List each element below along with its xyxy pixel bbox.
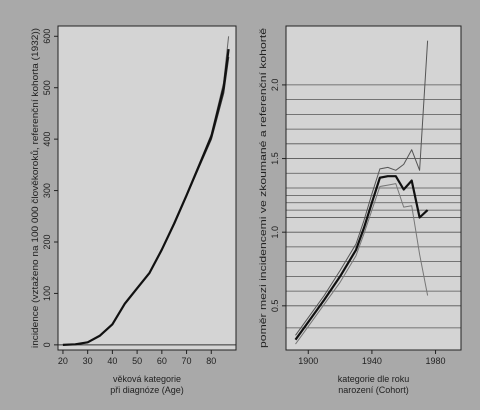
plot-frame: [57, 25, 237, 351]
x-tick-label: 60: [157, 356, 167, 366]
x-tick-label: 1980: [426, 356, 446, 366]
x-tick-label: 80: [206, 356, 216, 366]
y-axis-label: incidence (vztaženo na 100 000 člověkoro…: [30, 28, 40, 348]
x-tick-label: 1940: [362, 356, 382, 366]
ratio-by-cohort-panel: 1900 1940 1980 0.5 1.0 1.5 2.0 kategorie dle ro…: [258, 25, 462, 395]
plot-frame: [285, 25, 462, 351]
y-tick-label: 0.5: [270, 300, 280, 313]
incidence-by-age-panel: 20 30 40 50 60 70 80 0 100 200 300 400 500 600 věková …: [30, 25, 237, 395]
y-tick-label: 300: [42, 183, 52, 198]
x-tick-label: 40: [107, 356, 117, 366]
y-tick-label: 100: [42, 286, 52, 301]
x-axis-label: kategorie dle roku: [338, 374, 410, 384]
y-tick-label: 200: [42, 234, 52, 249]
series-line: [295, 183, 429, 345]
x-tick-label: 20: [58, 356, 68, 366]
x-axis-label: věková kategorie: [113, 374, 181, 384]
y-tick-label: 500: [42, 80, 52, 95]
series-line: [295, 40, 429, 336]
series-line: [294, 175, 429, 341]
x-tick-label: 70: [182, 356, 192, 366]
y-tick-label: 600: [42, 29, 52, 44]
series-line: [62, 48, 230, 346]
plot-area: [58, 26, 236, 350]
x-axis-label-line2: narození (Cohort): [338, 385, 409, 395]
y-tick-label: 1.0: [270, 226, 280, 239]
y-tick-label: 0: [42, 342, 52, 347]
y-tick-label: 400: [42, 132, 52, 147]
x-axis-label-line2: při diagnóze (Age): [110, 385, 184, 395]
x-tick-label: 30: [83, 356, 93, 366]
y-tick-label: 2.0: [270, 79, 280, 92]
y-tick-label: 1.5: [270, 152, 280, 165]
x-tick-label: 1900: [298, 356, 318, 366]
x-tick-label: 50: [132, 356, 142, 366]
y-axis-label: poměr mezi incidencemi ve zkoumané a ref…: [258, 28, 268, 348]
